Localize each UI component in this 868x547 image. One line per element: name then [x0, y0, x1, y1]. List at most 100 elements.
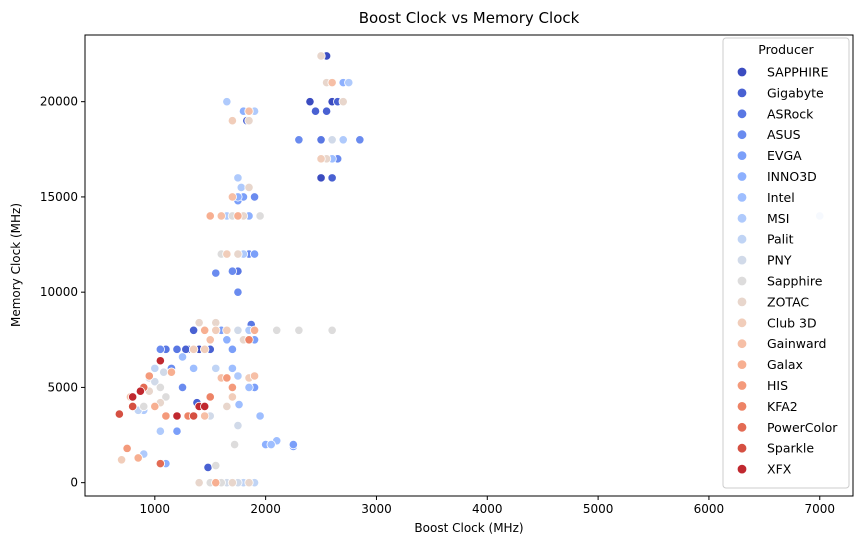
legend-marker: [736, 233, 748, 245]
legend-marker: [736, 213, 748, 224]
legend-marker: [736, 317, 748, 329]
data-point: [316, 135, 326, 145]
data-point: [205, 211, 215, 221]
data-point: [114, 409, 124, 419]
legend-marker: [736, 422, 748, 433]
data-point: [172, 411, 182, 421]
data-point: [233, 325, 243, 335]
data-point: [244, 182, 254, 192]
data-point: [200, 344, 210, 354]
data-point: [203, 462, 213, 473]
data-point: [233, 249, 243, 259]
data-point: [211, 478, 221, 488]
data-point: [211, 363, 221, 373]
data-point: [144, 371, 154, 381]
data-point: [172, 344, 182, 354]
legend-label: MSI: [767, 211, 789, 226]
legend-marker: [736, 66, 748, 78]
data-point: [227, 344, 237, 354]
data-point: [172, 426, 182, 436]
data-point: [177, 352, 188, 362]
data-point: [150, 377, 160, 387]
legend-label: HIS: [767, 378, 788, 393]
data-point: [222, 249, 232, 259]
data-point: [244, 116, 254, 126]
data-point: [216, 211, 226, 221]
data-point: [310, 106, 321, 116]
data-point: [227, 192, 237, 202]
data-point: [211, 318, 221, 328]
data-point: [205, 335, 215, 345]
legend-label: ASRock: [767, 106, 814, 121]
data-point: [272, 325, 282, 335]
legend-title: Producer: [758, 42, 814, 57]
data-point: [189, 411, 199, 421]
data-point: [135, 386, 146, 396]
legend-marker: [736, 150, 748, 161]
data-point: [327, 325, 337, 335]
y-tick-label: 0: [70, 476, 78, 490]
legend-marker: [736, 129, 748, 140]
data-point: [266, 439, 276, 450]
data-point: [305, 97, 315, 107]
data-point: [222, 373, 232, 383]
data-point: [227, 363, 237, 373]
legend-label: ZOTAC: [767, 294, 809, 309]
data-point: [230, 439, 240, 450]
data-point: [189, 363, 199, 373]
data-point: [155, 459, 165, 469]
data-point: [244, 382, 254, 393]
data-point: [244, 478, 254, 488]
data-point: [338, 97, 348, 107]
legend-label: Intel: [767, 190, 795, 205]
data-point: [288, 439, 298, 450]
data-point: [222, 401, 232, 412]
data-point: [249, 192, 260, 202]
data-point: [150, 401, 160, 412]
legend-label: Club 3D: [767, 315, 817, 330]
x-tick-label: 6000: [694, 502, 725, 516]
data-point: [128, 401, 138, 412]
data-point: [316, 154, 326, 164]
data-point: [249, 325, 260, 335]
legend-marker: [736, 254, 748, 266]
data-point: [249, 249, 260, 259]
data-point: [255, 211, 265, 221]
legend-label: KFA2: [767, 399, 798, 414]
data-point: [155, 382, 165, 393]
data-point: [159, 367, 169, 377]
data-point: [189, 344, 199, 354]
legend-marker: [736, 401, 748, 412]
x-tick-label: 7000: [804, 502, 835, 516]
data-point: [227, 392, 237, 402]
legend-marker: [736, 443, 748, 454]
data-point: [233, 287, 243, 297]
data-point: [294, 135, 304, 145]
plot-frame: [84, 34, 854, 497]
legend-marker: [736, 171, 748, 182]
data-point: [150, 363, 160, 373]
data-point: [355, 135, 365, 145]
data-point: [161, 392, 171, 402]
data-point: [161, 411, 171, 421]
x-tick-label: 3000: [361, 502, 392, 516]
y-tick-label: 5000: [47, 380, 78, 394]
data-point: [116, 455, 127, 465]
data-point: [133, 453, 143, 463]
legend-label: INNO3D: [767, 169, 817, 184]
data-point: [227, 116, 237, 126]
data-point: [321, 106, 332, 116]
legend-marker: [736, 338, 748, 349]
data-point: [222, 97, 232, 107]
data-point: [200, 401, 210, 412]
data-point: [294, 325, 304, 335]
data-point: [122, 443, 132, 453]
data-point: [211, 325, 221, 335]
y-axis-label: Memory Clock (MHz): [9, 203, 23, 327]
data-point: [327, 173, 337, 183]
data-point: [227, 478, 237, 488]
data-point: [244, 106, 254, 116]
legend-marker: [736, 275, 748, 287]
data-point: [200, 411, 210, 421]
